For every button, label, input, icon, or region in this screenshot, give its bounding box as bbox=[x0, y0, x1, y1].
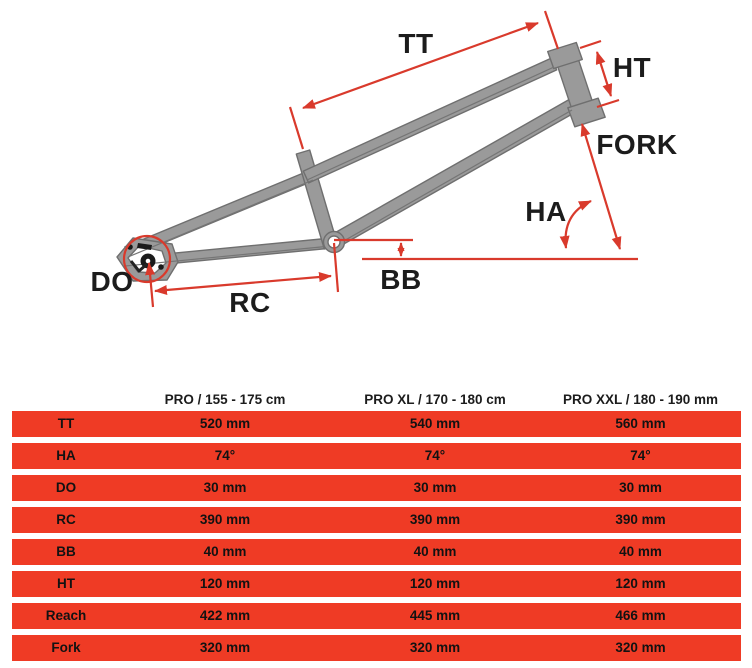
table-row-rc: RC 390 mm 390 mm 390 mm bbox=[12, 507, 741, 533]
tt-extension-right bbox=[543, 10, 560, 50]
frame-geometry-diagram: TT HT FORK HA BB DO RC bbox=[91, 10, 677, 318]
table-row-ha: HA 74° 74° 74° bbox=[12, 443, 741, 469]
ht-label: HT bbox=[613, 52, 651, 83]
down-tube-shade-line bbox=[334, 109, 573, 247]
tt-dimension-arrow bbox=[302, 21, 539, 110]
head-tube-bottom-cup bbox=[567, 97, 606, 128]
row-label: HA bbox=[56, 448, 76, 464]
table-row-tt: TT 520 mm 540 mm 560 mm bbox=[12, 411, 741, 437]
column-header-pro: PRO / 155 - 175 cm bbox=[164, 391, 286, 407]
rc-dimension-arrow bbox=[154, 272, 332, 295]
column-header-pro-xxl: PRO XXL / 180 - 190 mm bbox=[562, 391, 719, 407]
value-pro-xl: 120 mm bbox=[409, 576, 461, 592]
row-label: RC bbox=[56, 512, 76, 528]
value-pro: 74° bbox=[214, 448, 236, 464]
value-pro-xxl: 320 mm bbox=[615, 640, 666, 656]
bb-label: BB bbox=[380, 264, 421, 295]
value-pro-xxl: 390 mm bbox=[615, 512, 666, 528]
value-pro: 120 mm bbox=[199, 576, 251, 592]
value-pro-xxl: 74° bbox=[630, 448, 651, 464]
top-tube-shade-line bbox=[306, 66, 555, 181]
ht-extension-bottom bbox=[596, 98, 620, 109]
value-pro-xxl: 40 mm bbox=[619, 544, 662, 560]
row-label: BB bbox=[56, 544, 76, 560]
value-pro: 320 mm bbox=[199, 640, 251, 656]
value-pro: 40 mm bbox=[203, 544, 247, 560]
dimension-annotations bbox=[122, 10, 638, 308]
ha-angle-arc bbox=[559, 199, 592, 249]
row-label: TT bbox=[57, 416, 75, 432]
ht-dimension-arrow bbox=[595, 51, 613, 97]
chain-stay-shade-line bbox=[124, 245, 332, 267]
value-pro-xl: 30 mm bbox=[413, 480, 457, 496]
value-pro-xl: 445 mm bbox=[409, 608, 461, 624]
column-header-pro-xl: PRO XL / 170 - 180 cm bbox=[364, 391, 506, 407]
row-label: Reach bbox=[45, 608, 87, 624]
ht-extension-top bbox=[579, 39, 602, 50]
tt-extension-left bbox=[288, 106, 305, 150]
row-label: HT bbox=[57, 576, 75, 592]
rc-label: RC bbox=[229, 287, 270, 318]
table-row-reach: Reach 422 mm 445 mm 466 mm bbox=[12, 603, 741, 629]
dropout-bolt-plate bbox=[137, 243, 152, 250]
dropout-vertical-reference bbox=[145, 262, 156, 308]
tt-label: TT bbox=[398, 28, 433, 59]
do-label: DO bbox=[91, 266, 134, 297]
table-row-ht: HT 120 mm 120 mm 120 mm bbox=[12, 571, 741, 597]
value-pro-xxl: 120 mm bbox=[615, 576, 666, 592]
bb-vertical-reference bbox=[332, 242, 340, 293]
value-pro-xl: 390 mm bbox=[409, 512, 461, 528]
ha-label: HA bbox=[525, 196, 566, 227]
geometry-spec-table: PRO / 155 - 175 cm PRO XL / 170 - 180 cm… bbox=[12, 388, 741, 667]
seat-stay-shade-line bbox=[127, 179, 314, 258]
table-row-bb: BB 40 mm 40 mm 40 mm bbox=[12, 539, 741, 565]
row-label: DO bbox=[55, 480, 77, 496]
dropout-bolt-right bbox=[158, 264, 164, 270]
table-row-do: DO 30 mm 30 mm 30 mm bbox=[12, 475, 741, 501]
value-pro: 30 mm bbox=[203, 480, 247, 496]
value-pro-xxl: 466 mm bbox=[615, 608, 666, 624]
value-pro-xl: 74° bbox=[424, 448, 446, 464]
fork-label: FORK bbox=[596, 129, 677, 160]
value-pro-xl: 40 mm bbox=[413, 544, 457, 560]
dropout-hook-detail bbox=[129, 260, 148, 273]
dropout-highlight-circle bbox=[122, 234, 172, 284]
value-pro-xl: 320 mm bbox=[409, 640, 461, 656]
table-row-fork: Fork 320 mm 320 mm 320 mm bbox=[12, 635, 741, 661]
table-header-row: PRO / 155 - 175 cm PRO XL / 170 - 180 cm… bbox=[12, 388, 741, 411]
row-label: Fork bbox=[51, 640, 81, 656]
value-pro-xxl: 560 mm bbox=[615, 416, 666, 432]
value-pro: 390 mm bbox=[199, 512, 251, 528]
value-pro: 422 mm bbox=[199, 608, 251, 624]
rear-axle-center bbox=[145, 258, 151, 264]
value-pro-xl: 540 mm bbox=[409, 416, 461, 432]
fork-dimension-arrow bbox=[580, 123, 622, 250]
value-pro: 520 mm bbox=[199, 416, 251, 432]
value-pro-xxl: 30 mm bbox=[619, 480, 662, 496]
head-tube-top-cup bbox=[547, 41, 583, 70]
bike-frame-illustration bbox=[116, 41, 606, 282]
